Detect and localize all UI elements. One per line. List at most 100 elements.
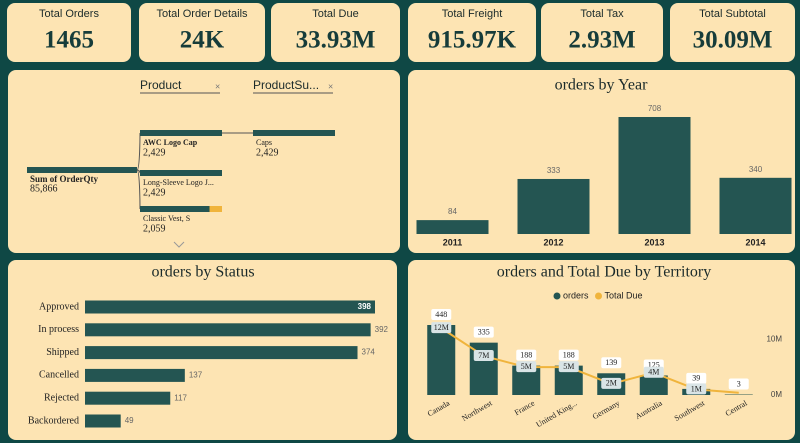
expand-chevron	[173, 241, 185, 248]
value-label: 1M	[691, 384, 702, 393]
connector	[136, 169, 141, 210]
card-title: Total Freight	[442, 8, 503, 20]
level-header: Product	[140, 78, 182, 92]
bar	[85, 368, 185, 382]
y-tick-label: Approved	[39, 301, 79, 312]
value-label: 335	[478, 327, 490, 336]
tree-bar	[253, 130, 335, 136]
value-label: 392	[375, 325, 389, 334]
bar	[639, 375, 668, 395]
value-label: 7M	[478, 351, 489, 360]
value-label: 125	[648, 360, 660, 369]
label-box	[431, 322, 452, 334]
value-label: 448	[435, 310, 447, 319]
value-label: 340	[749, 165, 763, 174]
legend-label: Total Due	[605, 290, 643, 300]
bar	[85, 323, 371, 337]
bar	[416, 220, 489, 234]
card-value: 2.93M	[568, 27, 635, 54]
value-label: 137	[189, 371, 203, 380]
value-label: 188	[563, 350, 575, 359]
value-label: 188	[520, 350, 532, 359]
label-box	[686, 383, 707, 395]
panel	[408, 3, 536, 62]
level-header: ProductSu...	[253, 78, 319, 92]
chart-title: orders and Total Due by Territory	[497, 264, 711, 281]
value-label: 12M	[434, 323, 449, 332]
label-box	[558, 349, 579, 361]
y-tick-label: In process	[38, 324, 79, 335]
legend-dot	[595, 292, 603, 300]
node-value: 2,429	[143, 147, 166, 158]
card-value: 24K	[180, 27, 225, 54]
value-label: 5M	[521, 362, 532, 371]
label-box	[516, 349, 537, 361]
value-label: 49	[125, 416, 134, 425]
bar	[85, 300, 375, 314]
legend-dot	[553, 292, 561, 300]
y-tick-label: Backordered	[28, 415, 79, 426]
panel	[8, 70, 400, 253]
bar	[85, 414, 121, 428]
tree-bar	[140, 170, 222, 176]
value-label: 84	[448, 207, 457, 216]
node-label: Sum of OrderQty	[30, 174, 98, 184]
value-label: 3	[737, 379, 741, 388]
label-box	[558, 361, 579, 373]
label-box	[643, 366, 664, 378]
label-box	[516, 361, 537, 373]
card-title: Total Orders	[39, 8, 99, 20]
node-label: Caps	[256, 138, 272, 147]
panel	[670, 3, 795, 62]
value-label: 2M	[606, 379, 617, 388]
bar	[427, 325, 456, 395]
value-label: 117	[174, 393, 187, 402]
x-tick-label: 2014	[745, 237, 765, 247]
close-icon[interactable]: ×	[328, 81, 333, 91]
bar	[719, 177, 792, 234]
node-value: 2,429	[256, 147, 279, 158]
node-value: 2,059	[143, 223, 166, 234]
connector	[136, 132, 141, 171]
chart-title: orders by Year	[555, 77, 649, 94]
value-label: 374	[362, 348, 376, 357]
label-box	[728, 378, 749, 390]
panel	[139, 3, 265, 62]
panel	[7, 3, 131, 62]
label-box	[473, 326, 494, 338]
card-value: 1465	[44, 27, 94, 54]
x-tick-label: 2012	[543, 237, 563, 247]
tree-bar	[140, 130, 222, 136]
label-box	[431, 309, 452, 320]
card-value: 33.93M	[296, 27, 376, 54]
value-label: 708	[648, 104, 662, 113]
panel	[408, 70, 795, 253]
y2-tick-label: 0M	[771, 390, 782, 399]
value-label: 333	[547, 166, 561, 175]
bar	[517, 178, 590, 234]
card-title: Total Order Details	[156, 8, 248, 20]
node-value: 2,429	[143, 187, 166, 198]
value-label: 398	[358, 302, 372, 311]
card-value: 30.09M	[693, 27, 773, 54]
card-title: Total Subtotal	[699, 8, 766, 20]
y2-tick-label: 10M	[766, 334, 782, 343]
tree-bar	[27, 167, 137, 173]
node-label: Long-Sleeve Logo J...	[143, 178, 214, 187]
close-icon[interactable]: ×	[215, 81, 220, 91]
bar	[618, 117, 691, 234]
panel	[541, 3, 663, 62]
legend-label: orders	[563, 290, 589, 300]
node-value: 85,866	[30, 183, 58, 194]
node-label: Classic Vest, S	[143, 214, 190, 223]
x-tick-label: 2011	[443, 237, 463, 247]
chart-title: orders by Status	[151, 264, 254, 281]
label-box	[686, 372, 707, 384]
tree-bar	[140, 206, 210, 212]
y-tick-label: Rejected	[44, 392, 79, 403]
value-label: 139	[605, 358, 617, 367]
y-tick-label: Cancelled	[39, 370, 79, 381]
value-label: 39	[692, 374, 700, 383]
x-tick-label: 2013	[644, 237, 664, 247]
